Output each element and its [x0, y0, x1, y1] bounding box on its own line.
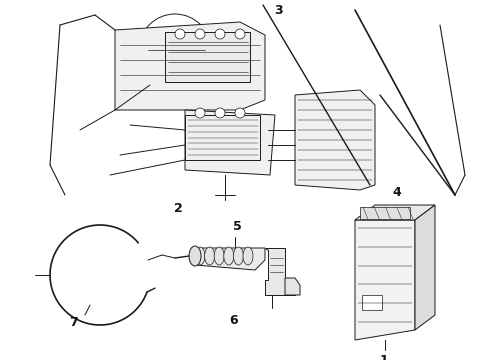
Ellipse shape — [224, 247, 234, 265]
Ellipse shape — [233, 247, 244, 265]
Circle shape — [235, 108, 245, 118]
Polygon shape — [265, 248, 295, 295]
Text: 5: 5 — [233, 220, 242, 233]
FancyBboxPatch shape — [362, 295, 382, 310]
Circle shape — [215, 29, 225, 39]
Polygon shape — [195, 248, 265, 270]
Ellipse shape — [189, 246, 201, 266]
Circle shape — [139, 14, 211, 86]
Ellipse shape — [195, 247, 205, 265]
Circle shape — [175, 29, 185, 39]
Text: 1: 1 — [380, 354, 389, 360]
Polygon shape — [355, 205, 435, 220]
Text: 7: 7 — [69, 315, 77, 328]
Ellipse shape — [190, 130, 240, 160]
Ellipse shape — [243, 247, 253, 265]
Polygon shape — [115, 22, 265, 110]
Polygon shape — [415, 205, 435, 330]
Circle shape — [195, 29, 205, 39]
Text: 2: 2 — [173, 202, 182, 215]
Polygon shape — [285, 278, 300, 295]
Circle shape — [157, 32, 193, 68]
Polygon shape — [295, 90, 375, 190]
Ellipse shape — [214, 247, 224, 265]
FancyBboxPatch shape — [165, 32, 250, 82]
Polygon shape — [185, 110, 275, 175]
Ellipse shape — [200, 136, 230, 154]
Circle shape — [215, 108, 225, 118]
Ellipse shape — [205, 247, 215, 265]
FancyBboxPatch shape — [185, 115, 260, 160]
Circle shape — [168, 43, 182, 57]
Circle shape — [195, 108, 205, 118]
Text: 6: 6 — [230, 314, 238, 327]
FancyBboxPatch shape — [360, 207, 410, 219]
Circle shape — [235, 29, 245, 39]
Polygon shape — [355, 220, 415, 340]
Text: 3: 3 — [274, 4, 282, 17]
Text: 4: 4 — [392, 185, 401, 198]
